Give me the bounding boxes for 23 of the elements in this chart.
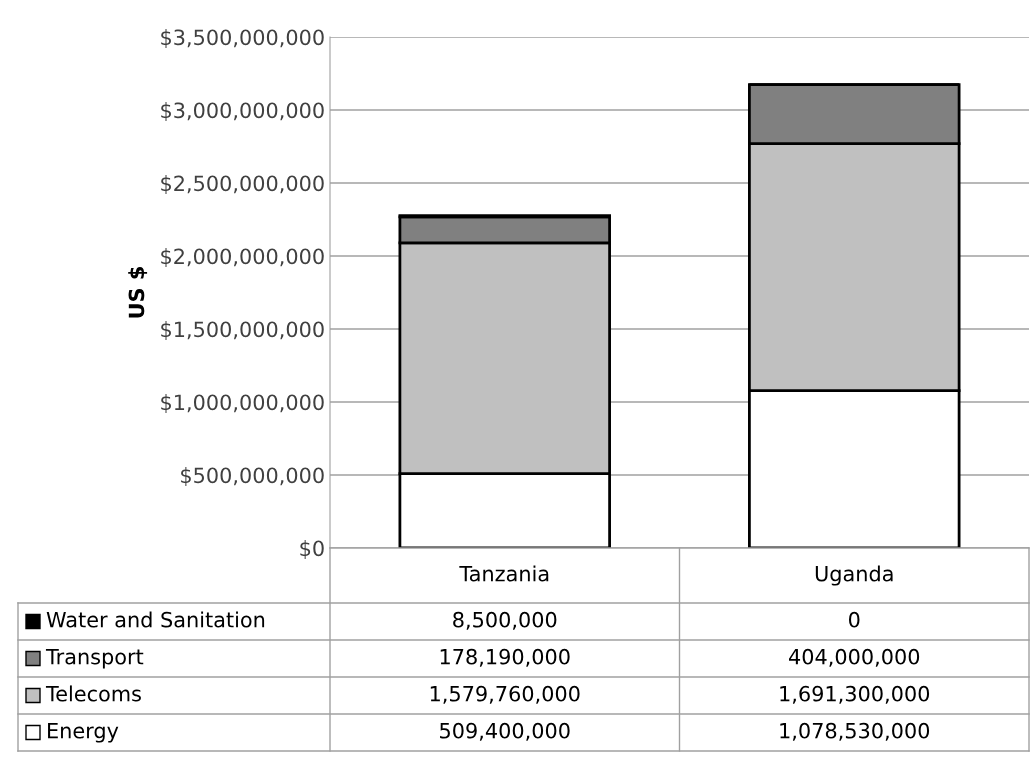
data-label: 1,078,530,000 (780, 722, 930, 741)
y-tick-label: $3,500,000,000 (161, 29, 324, 48)
data-label: 178,190,000 (440, 648, 570, 667)
y-tick-label: $1,000,000,000 (161, 394, 324, 413)
legend-label: Energy (48, 723, 119, 743)
legend-label: Water and Sanitation (46, 611, 265, 628)
y-tick-label: $500,000,000 (181, 467, 324, 486)
y-tick-label: $0 (300, 540, 324, 559)
y-axis-title: US $ (128, 267, 148, 318)
x-tick-label: Uganda (815, 565, 893, 586)
legend-label: Transport (45, 649, 144, 669)
legend-label: Telecoms (45, 685, 141, 702)
data-label: 404,000,000 (789, 648, 920, 667)
data-label: 1,691,300,000 (780, 685, 930, 704)
x-tick-label: Tanzania (459, 565, 549, 582)
data-label: 1,579,760,000 (430, 685, 580, 704)
y-tick-label: $2,000,000,000 (161, 248, 324, 267)
data-label: 0 (849, 611, 860, 628)
y-tick-label: $3,000,000,000 (161, 102, 324, 121)
y-tick-label: $2,500,000,000 (161, 175, 324, 194)
data-label: 509,400,000 (440, 722, 570, 741)
data-label: 8,500,000 (453, 611, 557, 630)
y-tick-label: $1,500,000,000 (161, 321, 324, 340)
